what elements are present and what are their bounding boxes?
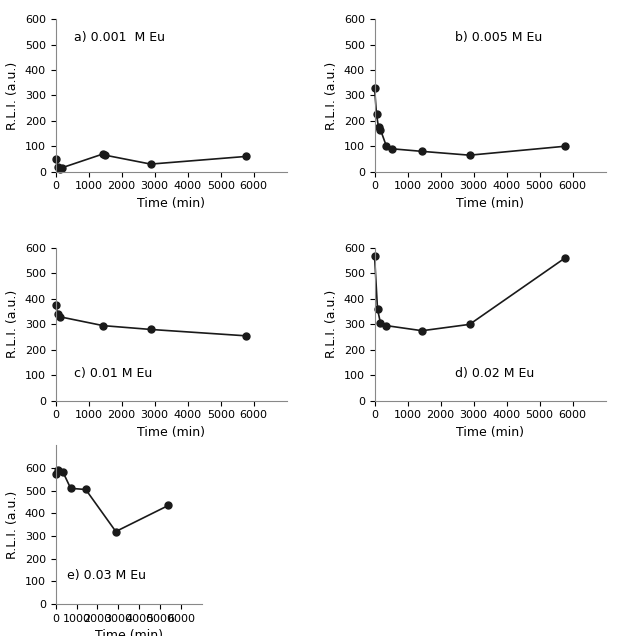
Y-axis label: R.L.I. (a.u.): R.L.I. (a.u.) bbox=[6, 490, 19, 559]
X-axis label: Time (min): Time (min) bbox=[137, 197, 205, 210]
Text: d) 0.02 M Eu: d) 0.02 M Eu bbox=[455, 367, 535, 380]
X-axis label: Time (min): Time (min) bbox=[456, 426, 524, 439]
X-axis label: Time (min): Time (min) bbox=[137, 426, 205, 439]
X-axis label: Time (min): Time (min) bbox=[95, 630, 163, 636]
Text: a) 0.001  M Eu: a) 0.001 M Eu bbox=[74, 31, 165, 45]
Text: b) 0.005 M Eu: b) 0.005 M Eu bbox=[455, 31, 543, 45]
Y-axis label: R.L.I. (a.u.): R.L.I. (a.u.) bbox=[325, 61, 338, 130]
X-axis label: Time (min): Time (min) bbox=[456, 197, 524, 210]
Y-axis label: R.L.I. (a.u.): R.L.I. (a.u.) bbox=[6, 61, 19, 130]
Y-axis label: R.L.I. (a.u.): R.L.I. (a.u.) bbox=[325, 290, 338, 359]
Text: e) 0.03 M Eu: e) 0.03 M Eu bbox=[67, 569, 146, 582]
Text: c) 0.01 M Eu: c) 0.01 M Eu bbox=[74, 367, 153, 380]
Y-axis label: R.L.I. (a.u.): R.L.I. (a.u.) bbox=[6, 290, 19, 359]
